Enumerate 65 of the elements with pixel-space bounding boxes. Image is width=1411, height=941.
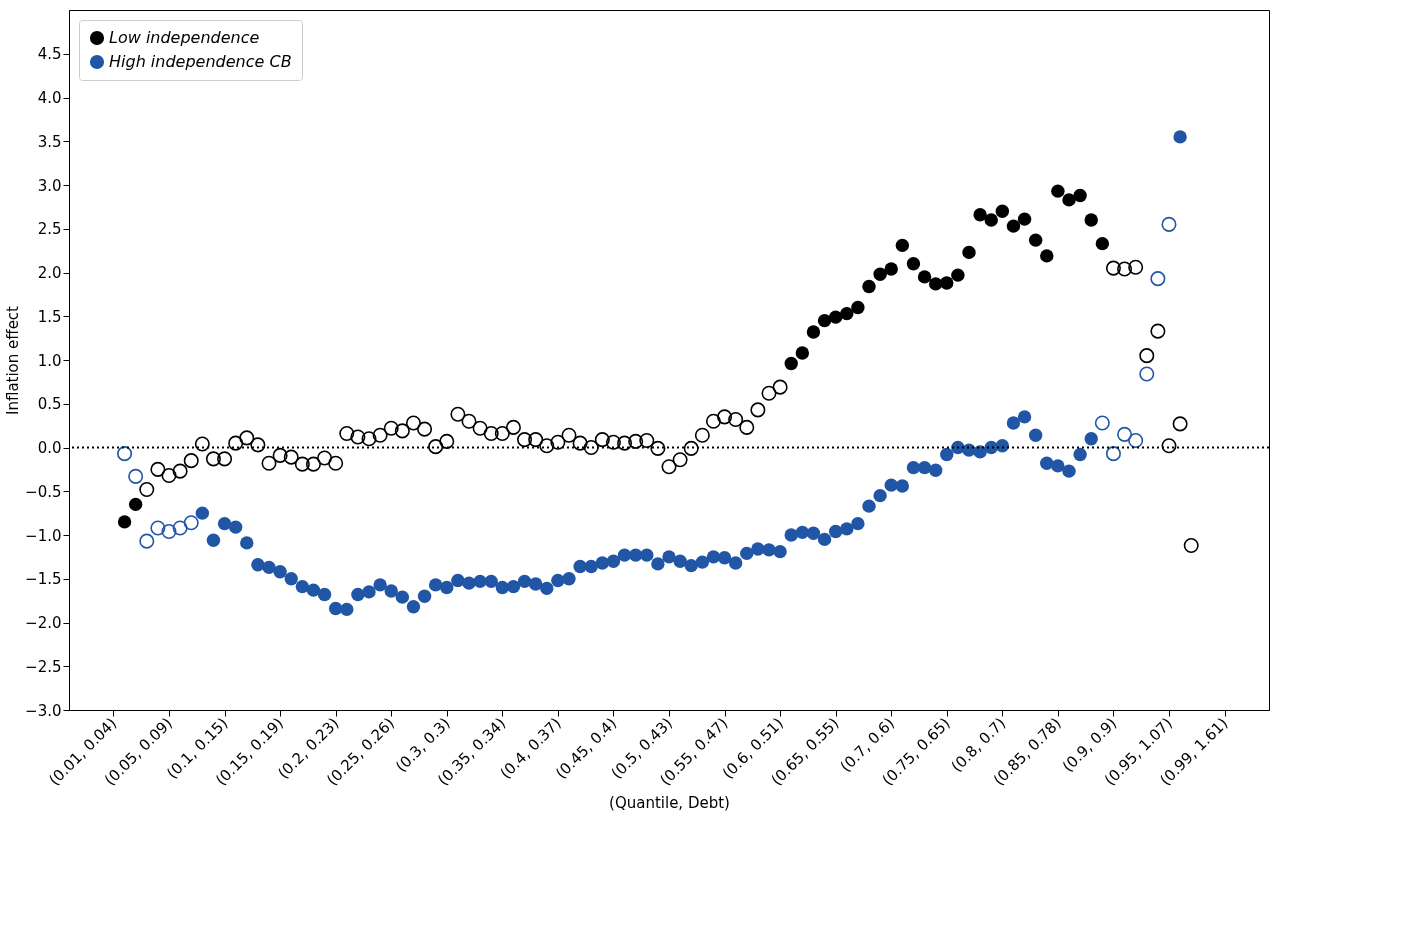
y-tick-label: 1.0: [37, 351, 62, 370]
y-tick-label: 2.5: [37, 220, 62, 239]
legend-label: High independence CB: [109, 52, 292, 71]
point: [128, 497, 143, 512]
point: [951, 268, 965, 282]
point: [1117, 426, 1133, 442]
point: [1139, 366, 1155, 382]
point: [806, 325, 821, 339]
point: [1040, 249, 1054, 263]
y-axis-title: Inflation effect: [4, 305, 23, 415]
y-tick-label: 4.5: [37, 45, 62, 64]
y-tick-label: −1.5: [25, 570, 62, 589]
point: [1161, 216, 1177, 232]
point: [150, 520, 166, 536]
point: [851, 300, 865, 315]
y-tick-label: 0.0: [37, 439, 62, 457]
y-tick-label: 0.5: [37, 395, 62, 414]
y-tick-label: 2.0: [37, 264, 62, 282]
point: [817, 313, 832, 328]
point: [1094, 415, 1110, 431]
point: [1051, 184, 1065, 198]
y-tick-label: 4.0: [37, 89, 62, 107]
point: [962, 245, 976, 260]
legend-label: Low independence: [109, 28, 260, 47]
y-tick-label: −0.5: [25, 482, 62, 501]
point: [862, 279, 876, 294]
x-axis-title: (Quantile, Debt): [609, 794, 730, 813]
point: [795, 346, 810, 360]
point: [973, 208, 987, 222]
point: [117, 446, 133, 462]
point: [1095, 236, 1110, 251]
point: [917, 270, 932, 284]
point: [1073, 188, 1087, 203]
point: [895, 238, 910, 253]
point: [1062, 193, 1076, 207]
point: [128, 468, 144, 484]
y-tick-label: −2.0: [25, 614, 62, 632]
point: [995, 204, 1010, 218]
point: [1028, 233, 1043, 247]
point: [906, 257, 921, 271]
point: [840, 306, 854, 321]
y-tick-label: −2.5: [25, 657, 62, 676]
point: [1128, 433, 1144, 448]
point: [1084, 213, 1098, 227]
point: [117, 515, 132, 529]
point: [1105, 446, 1121, 462]
point: [784, 356, 798, 371]
point: [940, 276, 954, 290]
y-tick-label: 3.5: [37, 132, 62, 151]
point: [873, 267, 887, 281]
point: [139, 533, 155, 549]
point: [1017, 212, 1032, 226]
point: [161, 524, 177, 539]
point: [183, 515, 199, 531]
point: [884, 262, 898, 276]
point: [928, 277, 943, 291]
y-tick-label: −3.0: [25, 701, 62, 720]
y-tick-label: −1.0: [25, 526, 62, 545]
y-tick-label: 1.5: [37, 307, 62, 326]
point: [1006, 219, 1021, 233]
point: [984, 213, 998, 227]
point: [1150, 271, 1166, 287]
point: [172, 520, 188, 536]
point: [828, 310, 843, 324]
y-tick-label: 3.0: [37, 176, 62, 195]
